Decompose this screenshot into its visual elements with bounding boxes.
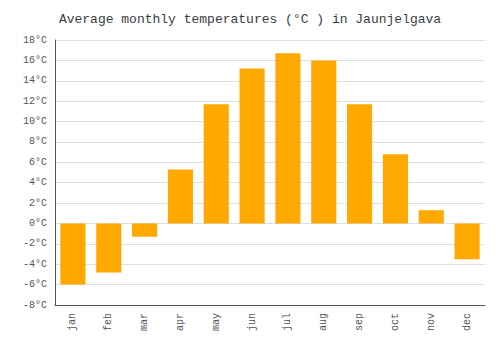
svg-text:sep: sep <box>354 313 365 331</box>
svg-text:8°C: 8°C <box>29 136 47 147</box>
svg-text:16°C: 16°C <box>23 55 47 66</box>
svg-text:apr: apr <box>175 313 186 331</box>
svg-text:12°C: 12°C <box>23 96 47 107</box>
svg-text:dec: dec <box>462 313 473 331</box>
svg-text:jul: jul <box>282 313 293 331</box>
svg-text:feb: feb <box>103 313 114 331</box>
svg-text:mar: mar <box>139 313 150 331</box>
svg-text:jun: jun <box>247 313 258 331</box>
svg-text:-4°C: -4°C <box>23 259 47 270</box>
svg-text:nov: nov <box>426 313 437 331</box>
svg-text:may: may <box>211 313 222 331</box>
svg-text:18°C: 18°C <box>23 35 47 46</box>
svg-text:jan: jan <box>67 313 78 331</box>
svg-text:aug: aug <box>318 313 329 331</box>
svg-text:-6°C: -6°C <box>23 279 47 290</box>
svg-text:Average monthly temperatures (: Average monthly temperatures (°C ) in Ja… <box>59 12 441 27</box>
svg-text:6°C: 6°C <box>29 157 47 168</box>
svg-text:10°C: 10°C <box>23 116 47 127</box>
svg-text:oct: oct <box>390 313 401 331</box>
svg-text:-2°C: -2°C <box>23 238 47 249</box>
svg-text:-8°C: -8°C <box>23 300 47 311</box>
svg-text:2°C: 2°C <box>29 198 47 209</box>
svg-text:4°C: 4°C <box>29 177 47 188</box>
svg-text:14°C: 14°C <box>23 75 47 86</box>
svg-text:0°C: 0°C <box>29 218 47 229</box>
